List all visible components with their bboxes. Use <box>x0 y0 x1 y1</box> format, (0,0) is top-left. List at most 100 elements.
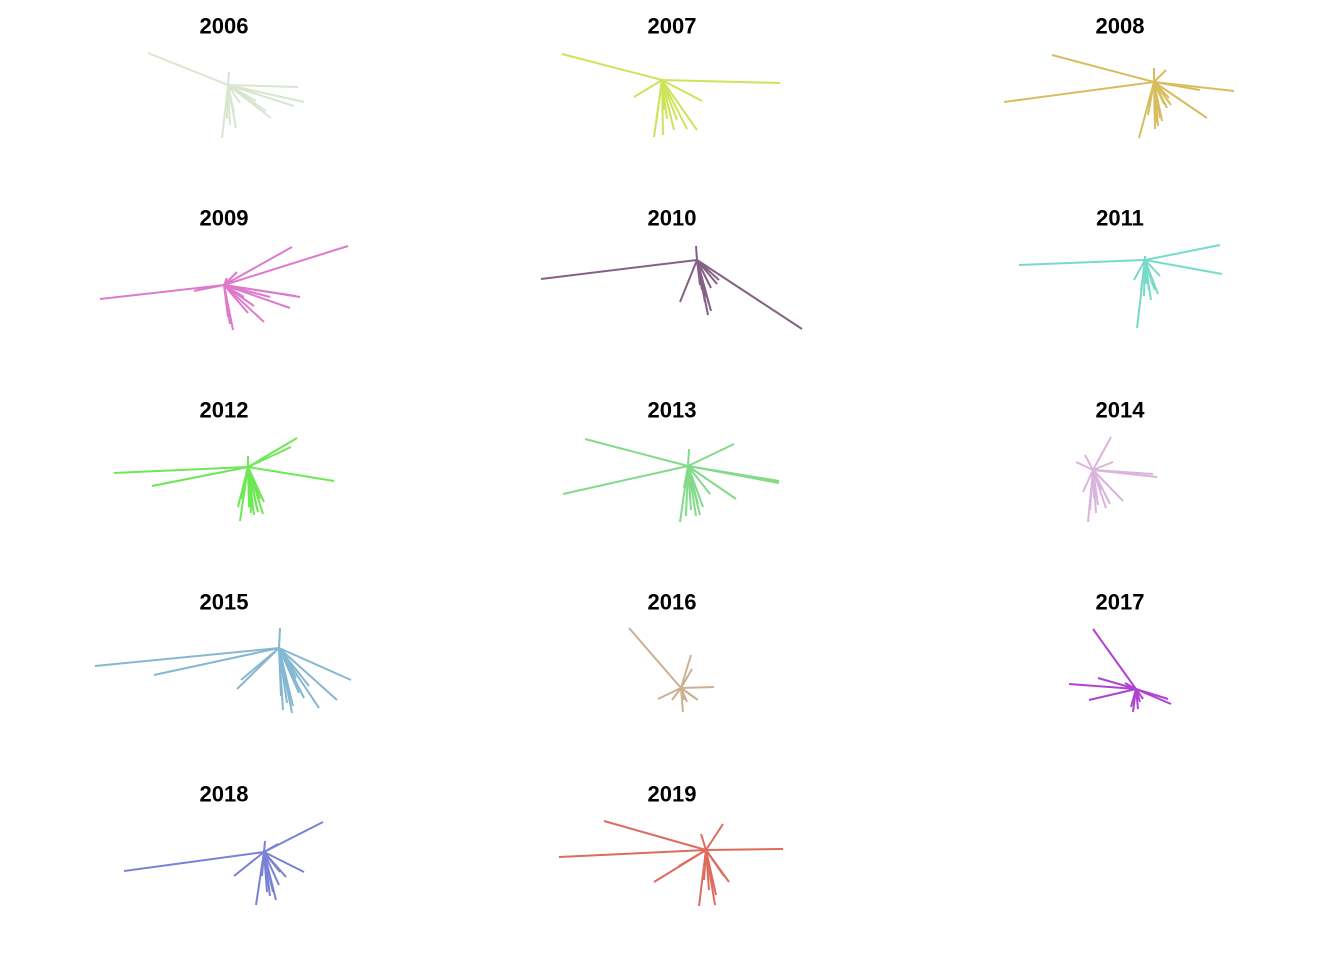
spoke-2014-15 <box>1092 469 1095 499</box>
spoke-2010-13 <box>696 259 712 289</box>
spoke-2016-9 <box>680 687 699 701</box>
spoke-2017-1 <box>1068 683 1137 690</box>
panel-title-2010: 2010 <box>648 206 697 231</box>
spoke-2015-2 <box>278 647 352 681</box>
spoke-2018-9 <box>263 840 266 853</box>
spoke-2013-4 <box>687 465 780 484</box>
spoke-2017-12 <box>1135 688 1141 703</box>
spoke-2018-3 <box>263 851 280 886</box>
spoke-2017-11 <box>1135 688 1151 696</box>
spoke-2018-13 <box>263 843 279 853</box>
spoke-2012-3 <box>247 446 292 468</box>
spoke-2013-5 <box>687 465 737 500</box>
panel-2006: 2006 <box>147 14 305 139</box>
spoke-2015-3 <box>278 647 338 701</box>
spoke-2016-10 <box>680 687 685 701</box>
spoke-2011-12 <box>1144 259 1161 277</box>
spoke-2019-14 <box>705 849 713 887</box>
panel-2017: 2017 <box>1068 590 1172 713</box>
spoke-2018-15 <box>263 851 270 888</box>
spoke-2007-4 <box>633 79 663 98</box>
spoke-2013-11 <box>687 465 711 495</box>
spoke-2009-11 <box>223 277 228 286</box>
spoke-2017-0 <box>1092 628 1137 690</box>
panel-title-2008: 2008 <box>1096 14 1145 39</box>
spoke-2017-9 <box>1124 682 1137 690</box>
spoke-2011-1 <box>1144 244 1221 261</box>
spoke-2010-0 <box>540 259 698 280</box>
spoke-2011-4 <box>1133 259 1146 281</box>
panel-2019: 2019 <box>558 782 784 907</box>
panel-2011: 2011 <box>1018 206 1223 329</box>
spoke-2011-14 <box>1140 259 1146 291</box>
spoke-2013-16 <box>687 448 690 467</box>
spoke-2014-4 <box>1092 469 1154 475</box>
spoke-2009-1 <box>193 284 225 292</box>
panel-2010: 2010 <box>540 206 803 330</box>
spoke-2017-5 <box>1097 677 1137 690</box>
spoke-2016-3 <box>680 654 692 689</box>
spoke-2015-15 <box>278 647 294 707</box>
panel-title-2013: 2013 <box>648 398 697 423</box>
spoke-2008-14 <box>1153 81 1165 105</box>
spoke-2019-10 <box>700 833 707 851</box>
spoke-2016-0 <box>628 627 682 689</box>
spoke-2013-15 <box>687 465 699 505</box>
spoke-2018-6 <box>233 851 265 877</box>
panel-title-2017: 2017 <box>1096 590 1145 615</box>
panel-title-2019: 2019 <box>648 782 697 807</box>
spoke-2011-15 <box>1144 259 1149 282</box>
spoke-2019-3 <box>705 823 724 851</box>
spoke-2014-13 <box>1092 469 1102 491</box>
spoke-2015-6 <box>240 647 280 681</box>
spoke-2016-2 <box>680 686 715 689</box>
spoke-2017-2 <box>1088 688 1137 701</box>
spoke-2016-1 <box>657 687 682 700</box>
panel-2014: 2014 <box>1075 398 1158 523</box>
panel-title-2011: 2011 <box>1096 206 1144 231</box>
spoke-2014-11 <box>1082 469 1094 493</box>
spoke-2015-9 <box>278 627 281 649</box>
spoke-2006-0 <box>147 52 229 86</box>
spoke-2014-14 <box>1084 454 1094 471</box>
spoke-2019-2 <box>705 848 784 851</box>
spoke-2011-2 <box>1144 259 1223 275</box>
spoke-2009-7 <box>223 284 265 323</box>
spoke-2012-17 <box>247 466 261 500</box>
spoke-2015-16 <box>278 647 282 697</box>
spoke-2012-0 <box>113 466 249 474</box>
panel-2013: 2013 <box>562 398 780 523</box>
spoke-2011-0 <box>1018 259 1146 266</box>
spoke-2019-12 <box>678 849 707 867</box>
spoke-2017-7 <box>1130 688 1137 708</box>
panel-2015: 2015 <box>94 590 352 714</box>
spoke-2018-0 <box>123 851 265 872</box>
spoke-2006-14 <box>227 84 267 112</box>
spoke-2008-8 <box>1147 81 1155 116</box>
spoke-2007-0 <box>561 53 663 81</box>
spoke-2014-1 <box>1092 436 1112 471</box>
spoke-2008-3 <box>1153 81 1201 91</box>
spoke-2012-1 <box>151 466 249 487</box>
spoke-2006-12 <box>226 84 229 120</box>
spoke-2007-12 <box>661 79 668 120</box>
spoke-2014-8 <box>1092 469 1124 502</box>
spoke-2015-1 <box>153 647 280 676</box>
spoke-2015-0 <box>94 647 280 667</box>
spoke-2015-17 <box>278 647 297 679</box>
panel-title-2016: 2016 <box>648 590 697 615</box>
spoke-2007-3 <box>661 79 698 131</box>
panel-title-2006: 2006 <box>200 14 249 39</box>
spoke-2009-16 <box>223 284 229 318</box>
spoke-2008-7 <box>1153 69 1167 83</box>
spoke-2010-7 <box>696 259 720 281</box>
spoke-2010-12 <box>696 259 710 305</box>
spoke-2018-12 <box>263 851 281 873</box>
spoke-2007-10 <box>661 79 688 130</box>
spoke-2015-14 <box>278 647 310 687</box>
panel-2018: 2018 <box>123 782 324 906</box>
spoke-2009-15 <box>223 284 249 314</box>
panel-title-2015: 2015 <box>200 590 249 615</box>
spoke-2014-0 <box>1075 461 1094 471</box>
